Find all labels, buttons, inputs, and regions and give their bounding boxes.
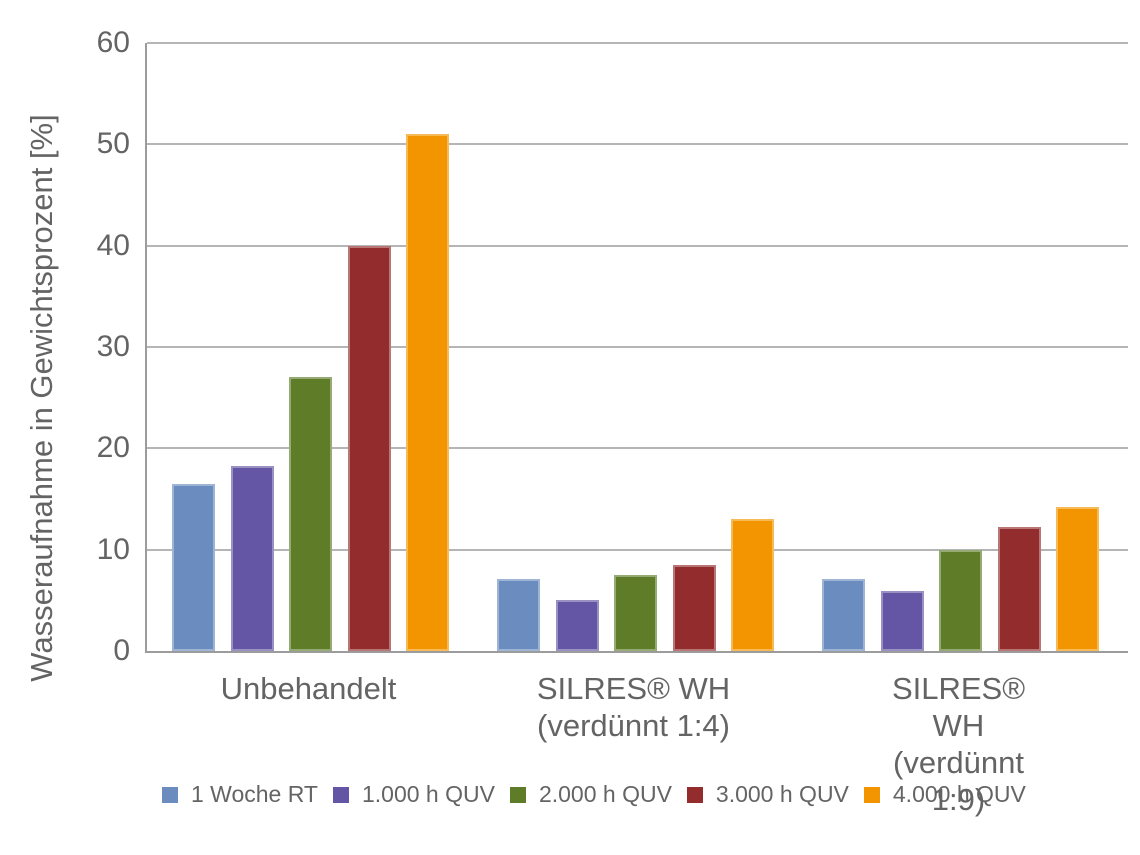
y-tick-label: 30 (96, 330, 130, 363)
legend-item: 2.000 h QUV (509, 781, 672, 807)
legend-item: 1 Woche RT (162, 783, 318, 806)
legend-item: 4.000 h QUV (863, 781, 1026, 807)
legend-swatch (162, 786, 178, 803)
y-axis-title: Wasseraufnahme in Gewichtsprozent [%] (24, 114, 59, 682)
y-tick-label: 0 (113, 634, 130, 667)
bar (347, 246, 391, 651)
bar (939, 550, 982, 651)
legend-swatch (509, 786, 526, 803)
legend-label: 2.000 h QUV (538, 781, 672, 807)
legend-label: 4.000 h QUV (892, 781, 1026, 807)
y-tick-label: 40 (96, 228, 130, 262)
bar (1056, 507, 1099, 651)
bar (555, 600, 599, 651)
bar (289, 377, 332, 651)
gridline (147, 548, 1128, 551)
gridline (147, 143, 1128, 146)
bar (997, 527, 1041, 651)
legend-swatch (686, 786, 703, 803)
plot-area (145, 42, 1128, 653)
bar (614, 575, 657, 651)
legend-item: 3.000 h QUV (686, 781, 849, 807)
gridline (147, 42, 1128, 44)
legend-label: 1.000 h QUV (361, 781, 495, 807)
gridline (147, 447, 1128, 450)
legend-item: 1.000 h QUV (332, 781, 495, 807)
legend-label: 3.000 h QUV (715, 781, 849, 807)
y-tick-label: 60 (96, 26, 130, 59)
bar (497, 579, 540, 651)
y-tick-label: 20 (96, 431, 130, 465)
x-category-label: Unbehandelt (220, 671, 397, 706)
y-tick-label: 10 (96, 532, 130, 566)
bar (406, 134, 449, 651)
legend-label: 1 Woche RT (191, 781, 318, 807)
gridline (147, 346, 1128, 348)
bar (230, 466, 274, 651)
bar (880, 591, 924, 651)
bar (822, 579, 865, 651)
bar (172, 484, 215, 651)
gridline (147, 244, 1128, 247)
x-category-label: SILRES® WH (verdünnt 1:4) (536, 671, 731, 743)
legend-swatch (863, 786, 880, 803)
legend-swatch (332, 786, 349, 803)
bar (672, 565, 716, 651)
x-category-label: SILRES® WH (verdünnt 1:9) (891, 671, 1026, 817)
legend: 1 Woche RT 1.000 h QUV 2.000 h QUV 3.000 h … (162, 783, 1026, 806)
bar (731, 519, 774, 651)
y-tick-label: 50 (96, 127, 130, 161)
